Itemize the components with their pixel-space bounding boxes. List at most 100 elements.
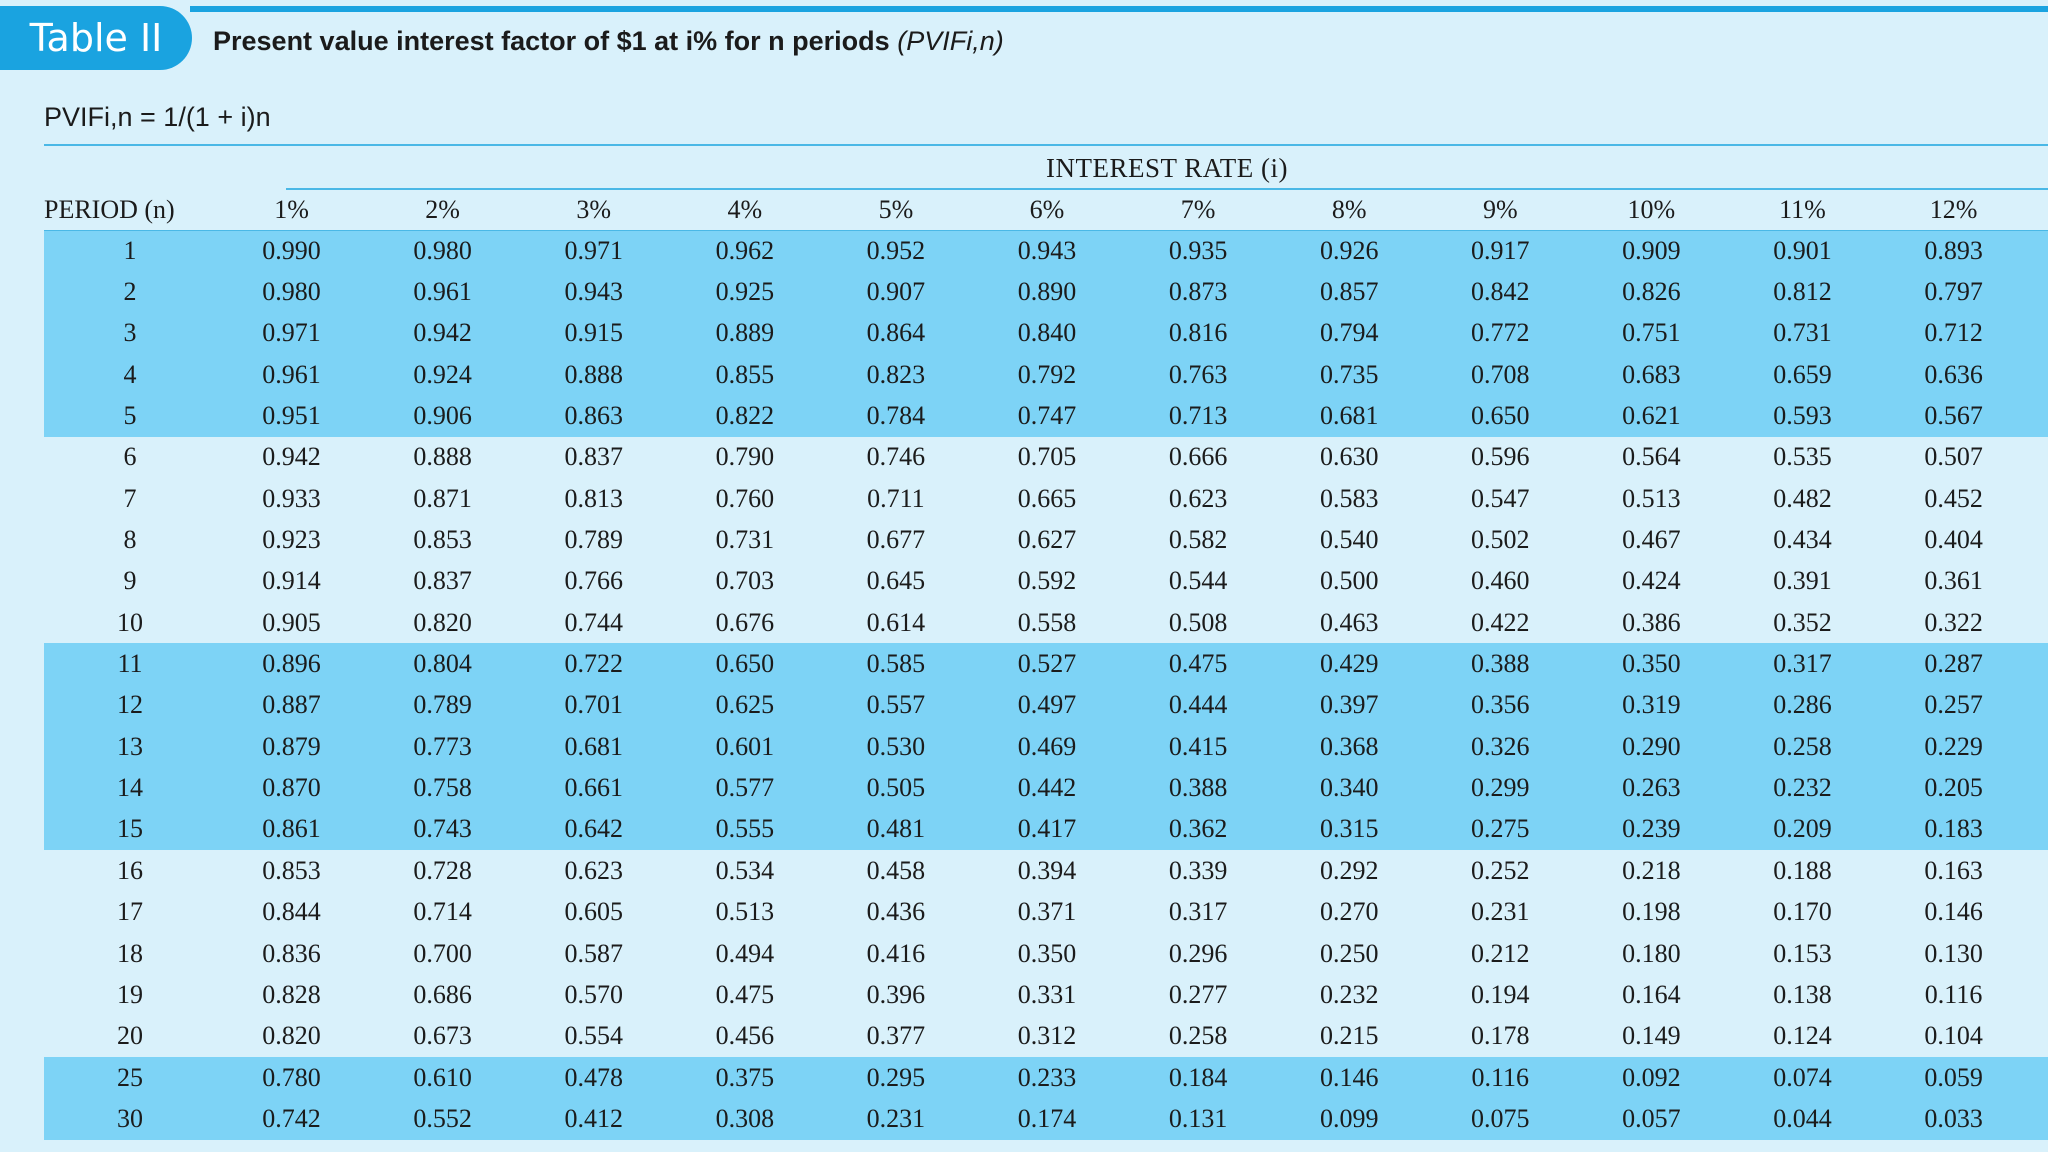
factor-cell: 0.870 xyxy=(262,773,321,803)
period-cell: 9 xyxy=(123,566,137,596)
rate-column-header: 11% xyxy=(1779,194,1826,224)
factor-cell: 0.711 xyxy=(867,483,925,513)
top-accent-rule xyxy=(190,6,2048,12)
factor-cell: 0.174 xyxy=(1017,1103,1077,1133)
factor-cell: 0.661 xyxy=(564,773,623,803)
factor-cell: 0.463 xyxy=(1319,607,1379,637)
factor-cell: 0.319 xyxy=(1622,690,1681,720)
factor-cell: 0.623 xyxy=(1168,483,1228,513)
factor-cell: 0.460 xyxy=(1471,566,1530,596)
factor-cell: 0.290 xyxy=(1622,731,1681,761)
factor-cell: 0.481 xyxy=(866,814,926,844)
factor-cell: 0.906 xyxy=(413,401,472,431)
interest-rate-group-header: INTEREST RATE (i) xyxy=(1046,152,1288,183)
factor-cell: 0.758 xyxy=(413,773,472,803)
factor-cell: 0.312 xyxy=(1017,1021,1077,1051)
factor-cell: 0.747 xyxy=(1017,401,1077,431)
factor-cell: 0.592 xyxy=(1017,566,1077,596)
period-cell: 30 xyxy=(117,1103,143,1133)
factor-cell: 0.534 xyxy=(715,855,775,885)
factor-cell: 0.198 xyxy=(1622,897,1681,927)
factor-cell: 0.564 xyxy=(1622,442,1681,472)
table-row: 1 0.990 0.980 0.971 0.962 0.952 0.943 0.935 0.92… xyxy=(44,230,2048,272)
factor-cell: 0.535 xyxy=(1773,442,1832,472)
factor-cell: 0.494 xyxy=(715,938,775,968)
factor-cell: 0.772 xyxy=(1471,318,1530,348)
factor-cell: 0.731 xyxy=(715,525,775,555)
factor-cell: 0.388 xyxy=(1168,773,1228,803)
factor-cell: 0.371 xyxy=(1017,897,1077,927)
factor-cell: 0.033 xyxy=(1924,1103,1983,1133)
factor-cell: 0.170 xyxy=(1773,897,1832,927)
factor-cell: 0.665 xyxy=(1017,483,1077,513)
factor-cell: 0.917 xyxy=(1471,235,1530,265)
factor-cell: 0.482 xyxy=(1773,483,1832,513)
factor-cell: 0.074 xyxy=(1773,1062,1832,1092)
period-column-header: PERIOD (n) xyxy=(44,194,175,224)
factor-cell: 0.178 xyxy=(1471,1021,1530,1051)
period-cell: 12 xyxy=(117,690,143,720)
factor-cell: 0.804 xyxy=(413,649,472,679)
factor-cell: 0.942 xyxy=(262,442,321,472)
factor-cell: 0.138 xyxy=(1773,979,1832,1009)
factor-cell: 0.434 xyxy=(1773,525,1832,555)
rate-column-header: 8% xyxy=(1331,194,1367,224)
factor-cell: 0.713 xyxy=(1168,401,1228,431)
factor-cell: 0.417 xyxy=(1017,814,1077,844)
table-row: 11 0.896 0.804 0.722 0.650 0.585 0.527 0.475 0.4… xyxy=(44,643,2048,685)
factor-cell: 0.712 xyxy=(1924,318,1983,348)
factor-cell: 0.794 xyxy=(1319,318,1379,348)
factor-cell: 0.124 xyxy=(1773,1021,1832,1051)
factor-cell: 0.681 xyxy=(564,731,623,761)
factor-cell: 0.943 xyxy=(564,277,623,307)
factor-cell: 0.164 xyxy=(1622,979,1681,1009)
factor-cell: 0.926 xyxy=(1319,235,1379,265)
factor-cell: 0.505 xyxy=(866,773,926,803)
factor-cell: 0.277 xyxy=(1168,979,1228,1009)
factor-cell: 0.744 xyxy=(564,607,623,637)
factor-cell: 0.317 xyxy=(1773,649,1832,679)
period-cell: 7 xyxy=(123,483,137,513)
factor-cell: 0.666 xyxy=(1168,442,1228,472)
factor-cell: 0.853 xyxy=(262,855,321,885)
factor-cell: 0.362 xyxy=(1168,814,1228,844)
factor-cell: 0.469 xyxy=(1017,731,1077,761)
factor-cell: 0.296 xyxy=(1168,938,1228,968)
factor-cell: 0.258 xyxy=(1773,731,1832,761)
factor-cell: 0.377 xyxy=(866,1021,926,1051)
factor-cell: 0.555 xyxy=(715,814,775,844)
factor-cell: 0.513 xyxy=(715,897,775,927)
factor-cell: 0.625 xyxy=(715,690,775,720)
factor-cell: 0.708 xyxy=(1471,359,1530,389)
factor-cell: 0.980 xyxy=(262,277,321,307)
table-row: 4 0.961 0.924 0.888 0.855 0.823 0.792 0.763 0.73… xyxy=(44,354,2048,396)
factor-cell: 0.935 xyxy=(1168,235,1228,265)
factor-cell: 0.188 xyxy=(1773,855,1832,885)
table-row: 30 0.742 0.552 0.412 0.308 0.231 0.174 0.131 0.0… xyxy=(44,1098,2048,1140)
factor-cell: 0.844 xyxy=(262,897,321,927)
factor-cell: 0.826 xyxy=(1622,277,1681,307)
factor-cell: 0.232 xyxy=(1773,773,1832,803)
factor-cell: 0.099 xyxy=(1319,1103,1379,1133)
factor-cell: 0.436 xyxy=(866,897,926,927)
factor-cell: 0.792 xyxy=(1017,359,1077,389)
table-title-main: Present value interest factor of $1 at i… xyxy=(213,26,890,56)
factor-cell: 0.339 xyxy=(1168,855,1228,885)
factor-cell: 0.943 xyxy=(1017,235,1077,265)
rate-column-header: 1% xyxy=(274,194,309,224)
factor-cell: 0.773 xyxy=(413,731,472,761)
table-row: 12 0.887 0.789 0.701 0.625 0.557 0.497 0.444 0.3… xyxy=(44,684,2048,727)
factor-cell: 0.044 xyxy=(1773,1103,1832,1133)
factor-cell: 0.701 xyxy=(564,690,623,720)
period-cell: 11 xyxy=(117,649,143,679)
table-header-row: PERIOD (n) 1% 2% 3% 4% 5% 6% 7% 8% 9% 10% 11% 12% xyxy=(44,189,2048,230)
factor-cell: 0.980 xyxy=(413,235,472,265)
period-cell: 18 xyxy=(117,938,143,968)
factor-cell: 0.583 xyxy=(1319,483,1379,513)
factor-cell: 0.218 xyxy=(1622,855,1681,885)
factor-cell: 0.513 xyxy=(1622,483,1681,513)
rate-column-header: 3% xyxy=(576,194,612,224)
factor-cell: 0.258 xyxy=(1168,1021,1228,1051)
factor-cell: 0.388 xyxy=(1471,649,1530,679)
factor-cell: 0.722 xyxy=(564,649,623,679)
